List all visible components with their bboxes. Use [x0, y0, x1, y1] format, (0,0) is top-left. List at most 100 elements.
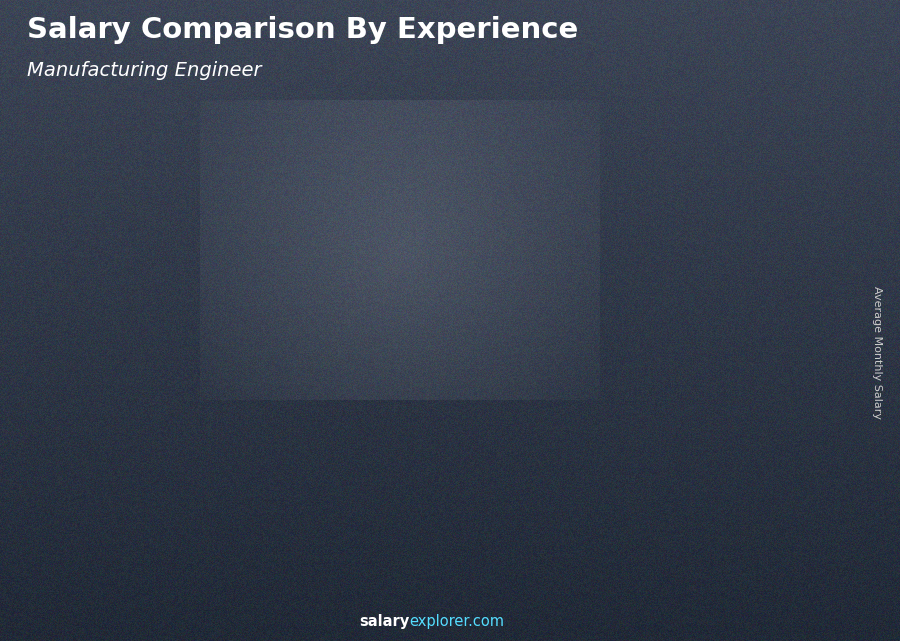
Bar: [672, 354, 743, 369]
Bar: [549, 421, 621, 435]
Bar: [426, 404, 498, 417]
Bar: [426, 469, 498, 481]
Bar: [672, 514, 743, 529]
Bar: [302, 517, 374, 527]
Bar: [426, 456, 498, 469]
Bar: [56, 488, 128, 494]
Bar: [56, 465, 128, 470]
Polygon shape: [426, 303, 429, 558]
Bar: [549, 285, 621, 298]
Bar: [179, 424, 251, 431]
Bar: [179, 453, 251, 461]
Text: 2 to 5: 2 to 5: [195, 578, 248, 593]
Bar: [302, 475, 374, 486]
Bar: [56, 447, 128, 453]
Bar: [179, 483, 251, 490]
Text: 639,000 JPY: 639,000 JPY: [680, 246, 749, 258]
Polygon shape: [179, 408, 263, 413]
Polygon shape: [621, 285, 633, 558]
Polygon shape: [426, 303, 509, 310]
Bar: [179, 550, 251, 558]
Bar: [672, 324, 743, 339]
Bar: [549, 353, 621, 367]
Text: 15 to 20: 15 to 20: [554, 578, 628, 593]
Bar: [426, 392, 498, 404]
Bar: [56, 529, 128, 535]
Bar: [672, 543, 743, 558]
Bar: [56, 540, 128, 546]
Bar: [672, 412, 743, 427]
Bar: [56, 442, 128, 447]
Text: explorer.com: explorer.com: [410, 615, 505, 629]
Text: salary: salary: [359, 615, 410, 629]
Bar: [426, 328, 498, 341]
Bar: [426, 506, 498, 519]
Bar: [56, 494, 128, 499]
Text: +24%: +24%: [371, 208, 429, 226]
Text: Average Monthly Salary: Average Monthly Salary: [872, 286, 883, 419]
Bar: [56, 535, 128, 540]
Bar: [302, 434, 374, 444]
Bar: [549, 462, 621, 476]
Bar: [302, 372, 374, 383]
Text: +29%: +29%: [124, 345, 183, 363]
Bar: [179, 528, 251, 535]
Bar: [179, 506, 251, 513]
Bar: [56, 470, 128, 476]
Text: Salary Comparison By Experience: Salary Comparison By Experience: [27, 16, 578, 44]
Text: Manufacturing Engineer: Manufacturing Engineer: [27, 61, 262, 80]
Bar: [672, 281, 743, 296]
Bar: [672, 267, 743, 281]
Bar: [302, 424, 374, 434]
Bar: [302, 413, 374, 424]
Bar: [302, 383, 374, 393]
Bar: [179, 446, 251, 453]
Bar: [426, 354, 498, 367]
Polygon shape: [251, 408, 263, 558]
Bar: [672, 310, 743, 324]
Bar: [672, 369, 743, 383]
Text: 327,000 JPY: 327,000 JPY: [186, 387, 256, 401]
Bar: [426, 443, 498, 456]
Bar: [672, 499, 743, 514]
Bar: [302, 547, 374, 558]
Bar: [56, 523, 128, 529]
Bar: [56, 546, 128, 552]
Bar: [179, 490, 251, 498]
Bar: [672, 339, 743, 354]
Polygon shape: [672, 267, 756, 275]
Bar: [549, 435, 621, 449]
Bar: [672, 441, 743, 456]
Text: 559,000 JPY: 559,000 JPY: [433, 281, 502, 295]
Bar: [549, 380, 621, 394]
Bar: [672, 383, 743, 397]
Polygon shape: [56, 442, 60, 558]
Polygon shape: [549, 285, 553, 558]
Bar: [549, 476, 621, 490]
Polygon shape: [302, 352, 386, 358]
Bar: [549, 517, 621, 530]
Bar: [549, 298, 621, 312]
Bar: [179, 438, 251, 446]
Text: 5 to 10: 5 to 10: [313, 578, 376, 593]
Polygon shape: [549, 285, 633, 293]
Bar: [302, 486, 374, 496]
Bar: [56, 505, 128, 511]
Bar: [549, 326, 621, 339]
Bar: [302, 496, 374, 506]
Bar: [179, 431, 251, 438]
Bar: [549, 449, 621, 462]
Bar: [302, 465, 374, 475]
Bar: [302, 403, 374, 413]
Bar: [672, 529, 743, 543]
Text: 452,000 JPY: 452,000 JPY: [310, 330, 379, 344]
Bar: [56, 499, 128, 505]
Bar: [672, 296, 743, 310]
Bar: [179, 476, 251, 483]
Bar: [302, 537, 374, 547]
Bar: [302, 506, 374, 517]
Bar: [549, 312, 621, 326]
Polygon shape: [743, 267, 756, 558]
Bar: [302, 527, 374, 537]
Bar: [672, 485, 743, 499]
